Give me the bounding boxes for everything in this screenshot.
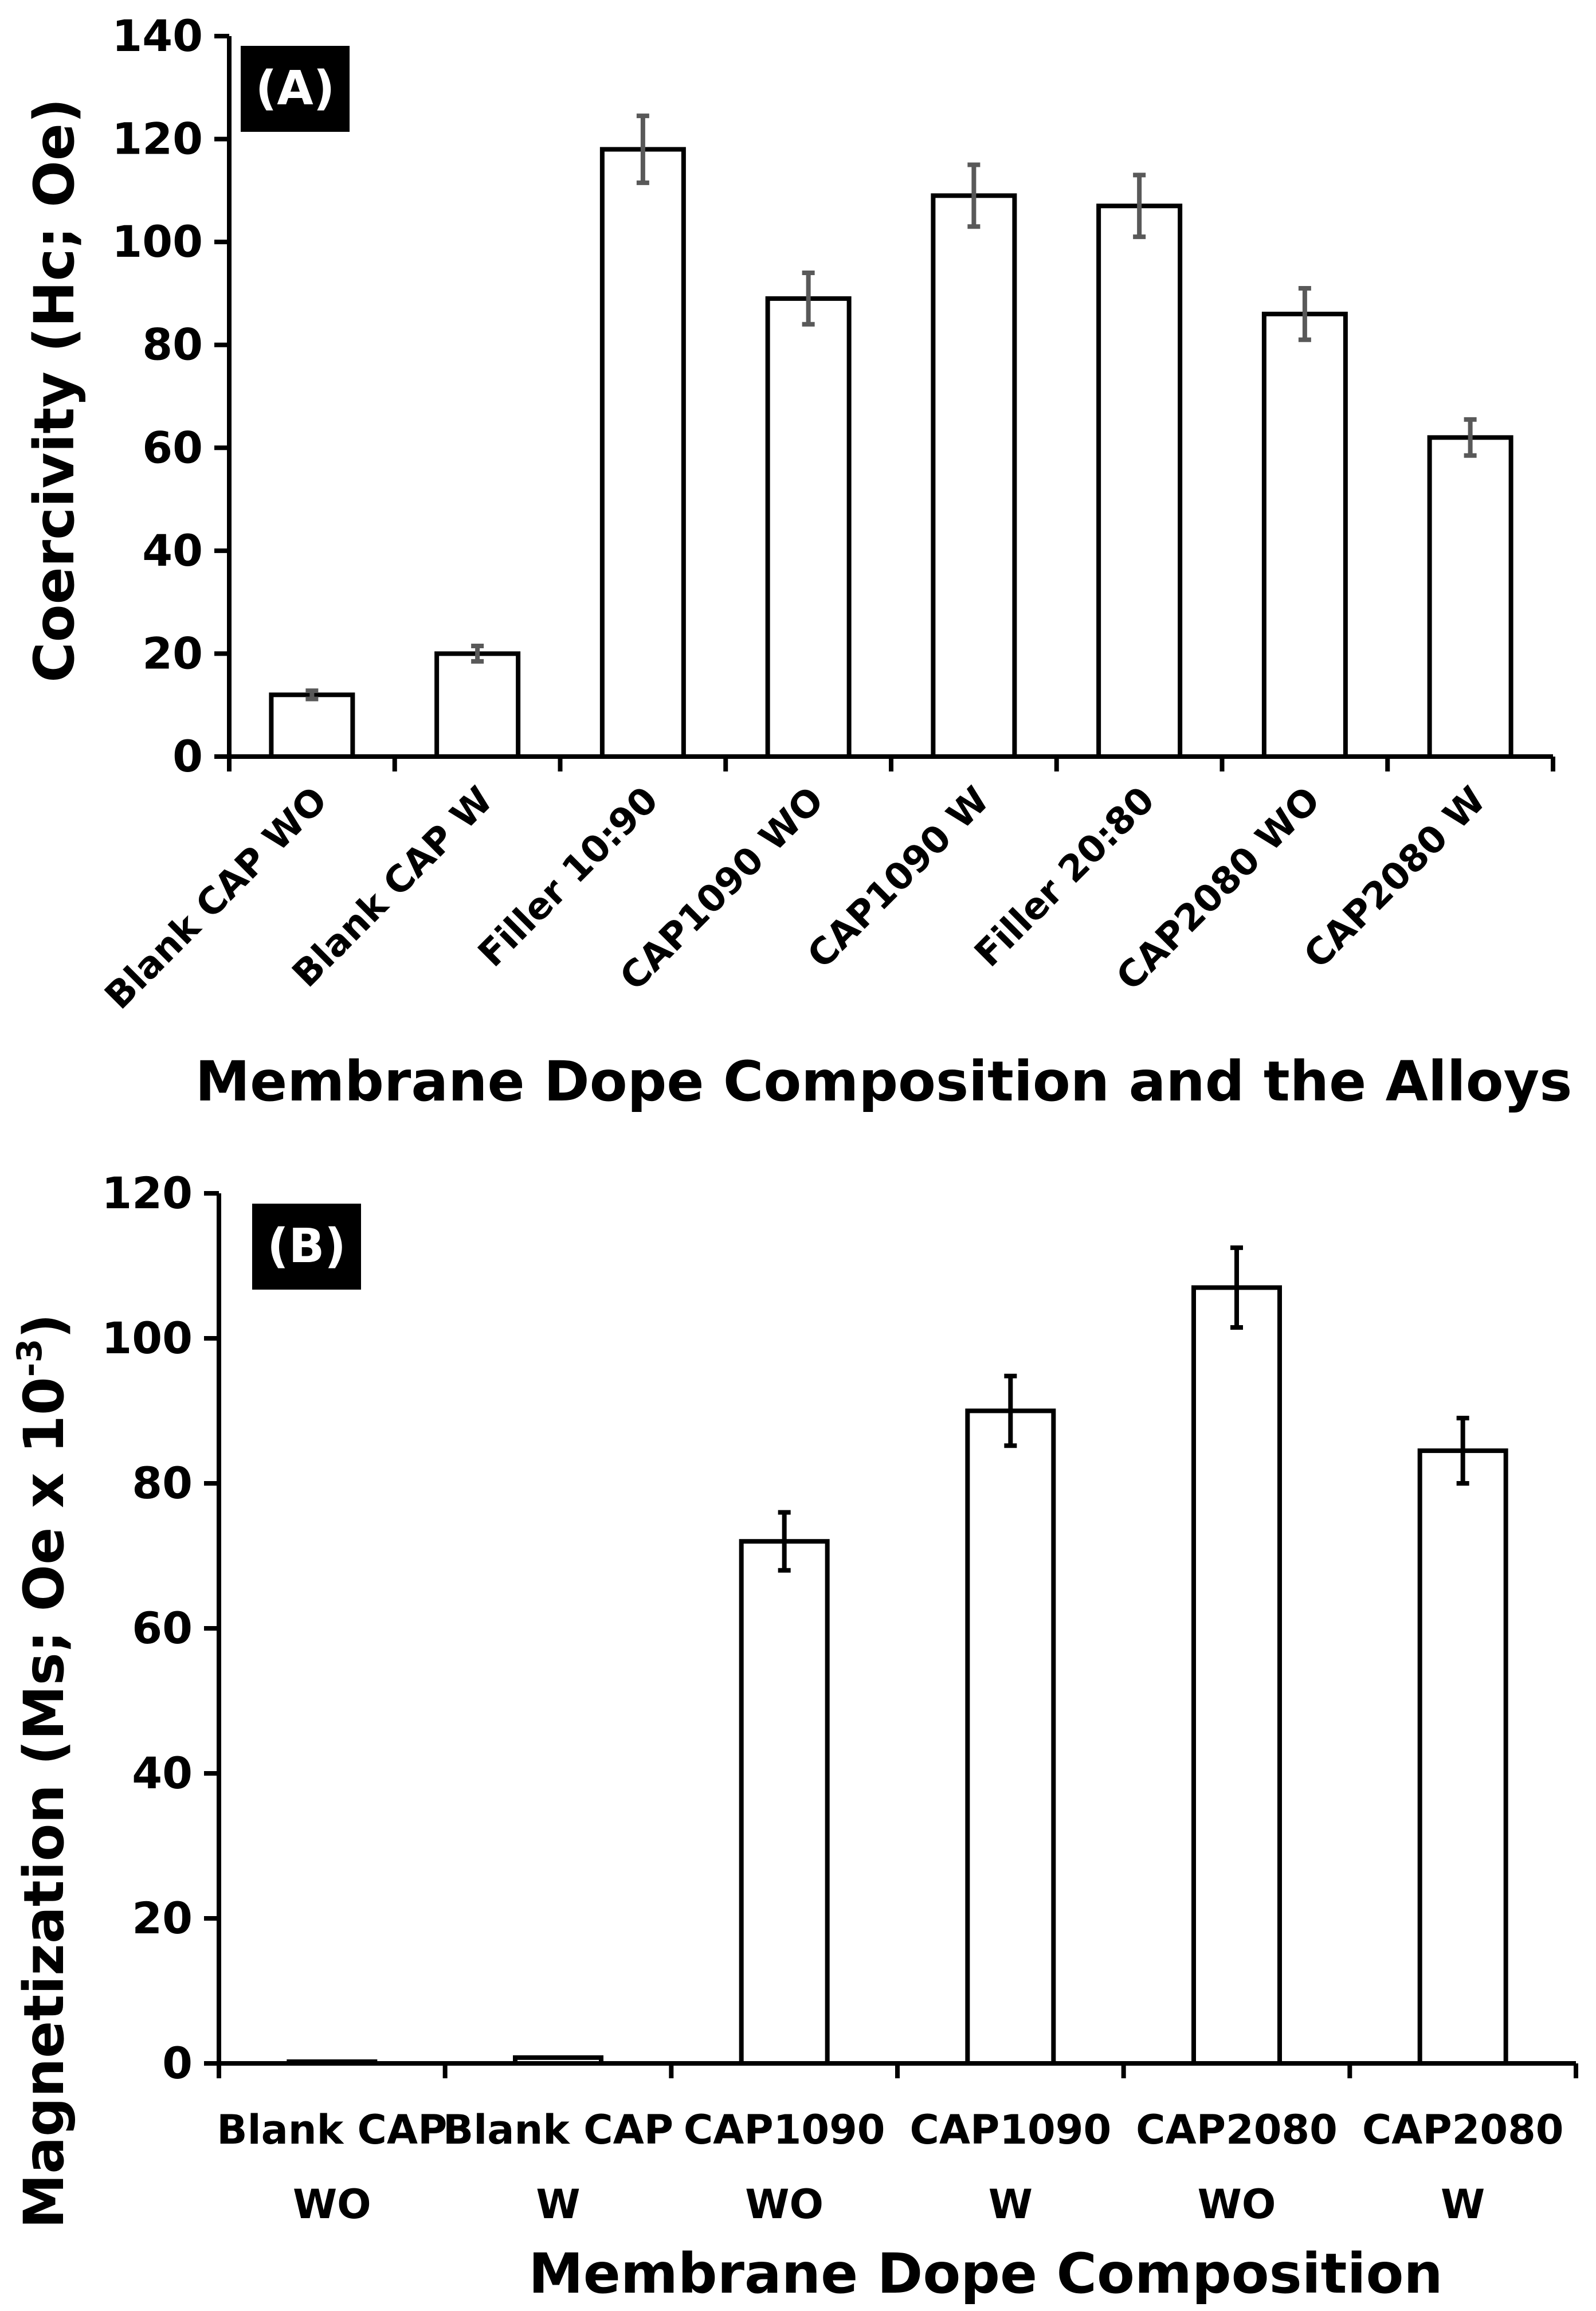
panel-a-tag-box bbox=[241, 46, 350, 132]
b-x-tick-label: WO bbox=[745, 2181, 824, 2228]
a-bar bbox=[1096, 203, 1183, 759]
b-x-tick-label: W bbox=[989, 2181, 1033, 2228]
b-error-bar bbox=[1230, 1245, 1243, 1330]
a-error-bar bbox=[305, 688, 319, 702]
b-x-tick-label: W bbox=[1441, 2181, 1485, 2228]
panel-a-tag: (A) bbox=[256, 61, 335, 116]
b-bar bbox=[965, 1408, 1056, 2066]
b-error-bar bbox=[778, 1510, 791, 1573]
panel-b-y-axis-title-close: ) bbox=[12, 1314, 76, 1339]
b-y-tick-label: 80 bbox=[132, 1458, 193, 1509]
a-bar bbox=[931, 193, 1017, 759]
b-bar bbox=[1191, 1285, 1282, 2066]
panel-b-x-tick-labels: Blank CAP WO Blank CAP W CAP1090 WO CAP1090 W CA… bbox=[217, 2106, 1563, 2228]
b-y-tick-label: 60 bbox=[132, 1603, 193, 1654]
a-bar bbox=[599, 147, 686, 759]
b-x-tick-label: CAP2080 bbox=[1362, 2106, 1564, 2153]
panel-b-tag-box bbox=[252, 1204, 361, 1290]
a-error-bar bbox=[1298, 285, 1311, 342]
a-x-tick-label: Blank CAP WO bbox=[97, 779, 335, 1017]
panel-a-axes bbox=[227, 36, 1555, 771]
a-y-tick-label: 40 bbox=[142, 525, 203, 576]
b-y-tick-label: 0 bbox=[162, 2038, 193, 2089]
a-error-bar bbox=[967, 162, 981, 229]
a-y-tick-label: 140 bbox=[112, 10, 203, 61]
panel-a-bars bbox=[269, 147, 1513, 759]
b-x-tick-label: CAP1090 bbox=[909, 2106, 1111, 2153]
a-error-bar bbox=[1464, 417, 1477, 458]
b-y-tick-label: 100 bbox=[101, 1313, 193, 1364]
a-y-tick-label: 100 bbox=[112, 216, 203, 267]
a-y-tick-label: 0 bbox=[172, 731, 203, 782]
b-x-tick-label: Blank CAP bbox=[217, 2106, 447, 2153]
panel-b-y-axis-title-exponent: -3 bbox=[10, 1339, 50, 1377]
b-bar bbox=[1417, 1448, 1508, 2066]
a-error-bar bbox=[636, 113, 649, 185]
b-y-tick-label: 40 bbox=[132, 1748, 193, 1799]
panel-a-error-bars bbox=[305, 113, 1477, 702]
b-bar bbox=[739, 1539, 830, 2066]
a-y-tick-label: 20 bbox=[142, 628, 203, 679]
panel-b-tag: (B) bbox=[267, 1219, 346, 1274]
a-y-tick-label: 80 bbox=[142, 319, 203, 370]
a-bar bbox=[1427, 435, 1513, 759]
panel-a-y-axis-title: Coercivity (Hc; Oe) bbox=[22, 98, 87, 683]
a-bar bbox=[1261, 311, 1348, 759]
b-x-tick-label: Blank CAP bbox=[443, 2106, 673, 2153]
b-error-bar bbox=[1456, 1416, 1469, 1486]
a-y-tick-label: 120 bbox=[112, 113, 203, 164]
b-y-tick-label: 20 bbox=[132, 1893, 193, 1944]
panel-a-x-axis-title: Membrane Dope Composition and the Alloys bbox=[195, 1049, 1573, 1114]
a-bar bbox=[434, 651, 521, 759]
a-error-bar bbox=[802, 271, 815, 327]
b-error-bar bbox=[1004, 1373, 1017, 1448]
panel-b-y-ticks: 0 20 40 60 80 100 120 bbox=[101, 1168, 219, 2089]
a-error-bar bbox=[1133, 173, 1146, 240]
b-x-tick-label: WO bbox=[1198, 2181, 1276, 2228]
panel-a-y-ticks: 0 20 40 60 80 100 120 140 bbox=[112, 10, 229, 782]
b-y-tick-label: 120 bbox=[101, 1168, 193, 1219]
a-bar bbox=[765, 296, 852, 759]
b-x-tick-label: W bbox=[536, 2181, 580, 2228]
panel-b-axes bbox=[217, 1193, 1578, 2078]
b-x-tick-label: CAP1090 bbox=[684, 2106, 885, 2153]
panel-b-y-axis-title-main: Magnetization (Ms; Oe x 10 bbox=[12, 1377, 76, 2228]
a-bar bbox=[269, 692, 355, 759]
b-x-tick-label: WO bbox=[293, 2181, 371, 2228]
panel-b-y-axis-title: Magnetization (Ms; Oe x 10-3) bbox=[10, 1314, 76, 2228]
panel-b-bars bbox=[287, 1285, 1508, 2066]
a-error-bar bbox=[471, 643, 484, 664]
a-y-tick-label: 60 bbox=[142, 422, 203, 473]
panel-b-chart: 0 20 40 60 80 100 120 Blank CAP WO Blank CAP W CAP… bbox=[10, 1168, 1578, 2306]
b-x-tick-label: CAP2080 bbox=[1136, 2106, 1338, 2153]
panel-b-error-bars bbox=[778, 1245, 1469, 1573]
panel-b-x-axis-title: Membrane Dope Composition bbox=[528, 2242, 1443, 2306]
